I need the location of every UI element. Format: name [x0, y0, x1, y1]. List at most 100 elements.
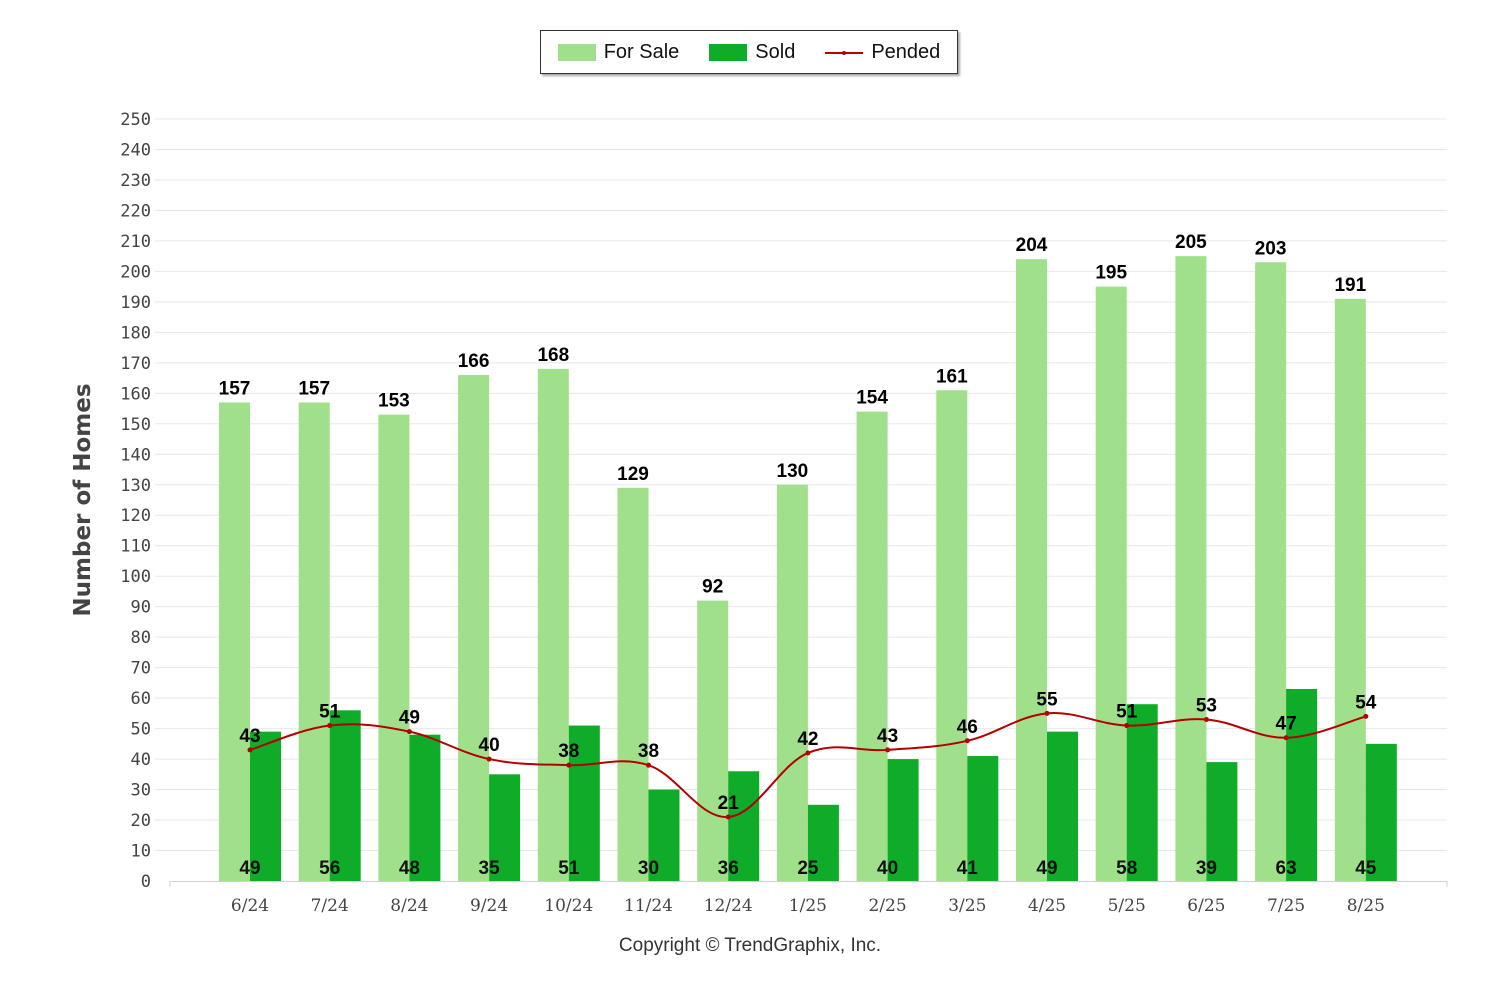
data-label-sold: 36 — [718, 858, 739, 879]
legend-item-sold[interactable]: Sold — [709, 41, 795, 64]
bar-sold — [887, 759, 919, 881]
bar-for-sale — [856, 411, 888, 881]
y-tick-label: 50 — [131, 720, 151, 740]
pended-line-icon — [825, 44, 864, 61]
data-label-sold: 30 — [638, 858, 659, 879]
bar-for-sale — [378, 414, 410, 881]
x-tick-label: 7/24 — [311, 896, 349, 916]
data-label-for-sale: 166 — [458, 351, 490, 372]
bar-sold — [568, 725, 600, 881]
data-label-sold: 35 — [479, 858, 501, 879]
pended-point — [805, 750, 811, 756]
x-tick-label: 6/24 — [231, 896, 269, 916]
data-label-for-sale: 130 — [777, 461, 809, 482]
pended-point — [646, 762, 651, 768]
copyright-text: Copyright © TrendGraphix, Inc. — [618, 935, 882, 956]
y-tick-label: 170 — [120, 354, 151, 374]
bar-sold — [489, 774, 521, 881]
y-tick-label: 240 — [120, 140, 151, 160]
y-tick-label: 60 — [131, 689, 151, 709]
pended-point — [566, 762, 572, 768]
y-tick-label: 110 — [120, 537, 151, 557]
bar-sold — [1365, 743, 1397, 881]
pended-point — [725, 814, 731, 820]
y-tick-label: 120 — [120, 506, 151, 526]
bar-for-sale — [936, 390, 968, 881]
bar-for-sale — [1175, 256, 1207, 881]
y-tick-label: 210 — [120, 232, 151, 252]
bar-for-sale — [617, 487, 649, 881]
y-tick-label: 30 — [131, 781, 151, 801]
data-label-sold: 45 — [1355, 858, 1377, 879]
y-tick-label: 150 — [120, 415, 151, 435]
legend-item-for-sale[interactable]: For Sale — [557, 40, 680, 64]
bar-for-sale — [776, 484, 808, 881]
bar-sold — [728, 771, 760, 881]
y-axis-ticks: 0 10 20 30 40 50 60 70 80 90 100 110 120 130 140 150 160… — [120, 110, 151, 892]
x-tick-label: 11/24 — [624, 896, 673, 916]
bar-sold — [250, 731, 281, 881]
y-tick-label: 0 — [141, 872, 151, 892]
bar-for-sale — [697, 600, 729, 881]
data-label-sold: 25 — [797, 858, 819, 879]
data-label-pended: 51 — [1116, 702, 1138, 723]
pended-line-layer — [247, 710, 1369, 820]
data-label-pended: 49 — [399, 708, 420, 729]
pended-point — [1283, 735, 1289, 741]
y-tick-label: 100 — [120, 567, 151, 587]
pended-point — [1124, 723, 1130, 729]
pended-point — [885, 747, 891, 753]
bar-sold — [967, 756, 999, 881]
y-axis-title: Number of Homes — [70, 383, 96, 617]
data-label-sold: 40 — [877, 858, 898, 879]
data-label-for-sale: 161 — [936, 366, 968, 387]
bar-for-sale — [1255, 262, 1287, 882]
data-label-for-sale: 203 — [1255, 238, 1287, 259]
x-tick-label: 8/24 — [390, 896, 428, 916]
y-tick-label: 130 — [120, 476, 151, 496]
data-label-for-sale: 204 — [1016, 235, 1048, 256]
legend-item-pended[interactable]: Pended — [825, 41, 940, 64]
data-label-for-sale: 129 — [617, 464, 649, 485]
legend-label-pended: Pended — [871, 40, 941, 63]
x-tick-label: 2/25 — [869, 896, 907, 916]
sold-swatch — [709, 43, 748, 61]
data-label-pended: 53 — [1196, 695, 1217, 716]
data-label-sold: 49 — [1036, 858, 1057, 879]
y-tick-label: 180 — [120, 323, 151, 343]
y-tick-label: 20 — [131, 811, 151, 831]
pended-point — [247, 747, 253, 753]
data-label-sold: 48 — [399, 858, 420, 879]
bar-for-sale — [458, 375, 490, 881]
bar-sold — [1047, 731, 1078, 881]
y-tick-label: 40 — [131, 750, 151, 770]
data-label-pended: 46 — [957, 717, 978, 738]
data-label-pended: 40 — [479, 735, 500, 756]
bar-sold — [648, 789, 680, 881]
legend: For Sale Sold Pended — [540, 30, 958, 74]
bar-sold — [807, 804, 839, 881]
data-label-for-sale: 92 — [702, 577, 723, 598]
legend-label-for-sale: For Sale — [603, 40, 680, 63]
data-label-pended: 38 — [638, 741, 659, 762]
data-label-pended: 43 — [239, 726, 260, 747]
x-tick-label: 9/24 — [470, 896, 508, 916]
bar-for-sale — [1334, 298, 1366, 881]
x-tick-label: 4/25 — [1028, 896, 1066, 916]
data-label-sold: 51 — [558, 858, 580, 879]
legend-label-sold: Sold — [755, 40, 796, 63]
pended-point — [964, 738, 970, 744]
y-tick-label: 80 — [131, 628, 151, 648]
bars — [219, 256, 1397, 882]
pended-point — [327, 723, 333, 729]
y-tick-label: 140 — [120, 445, 151, 465]
data-label-for-sale: 153 — [378, 391, 410, 412]
bar-sold — [409, 734, 441, 881]
pended-point — [406, 729, 412, 735]
data-label-pended: 55 — [1036, 689, 1058, 710]
data-label-pended: 51 — [319, 702, 341, 723]
x-tick-label: 3/25 — [948, 896, 986, 916]
data-label-for-sale: 154 — [856, 388, 888, 409]
bar-for-sale — [537, 368, 569, 881]
